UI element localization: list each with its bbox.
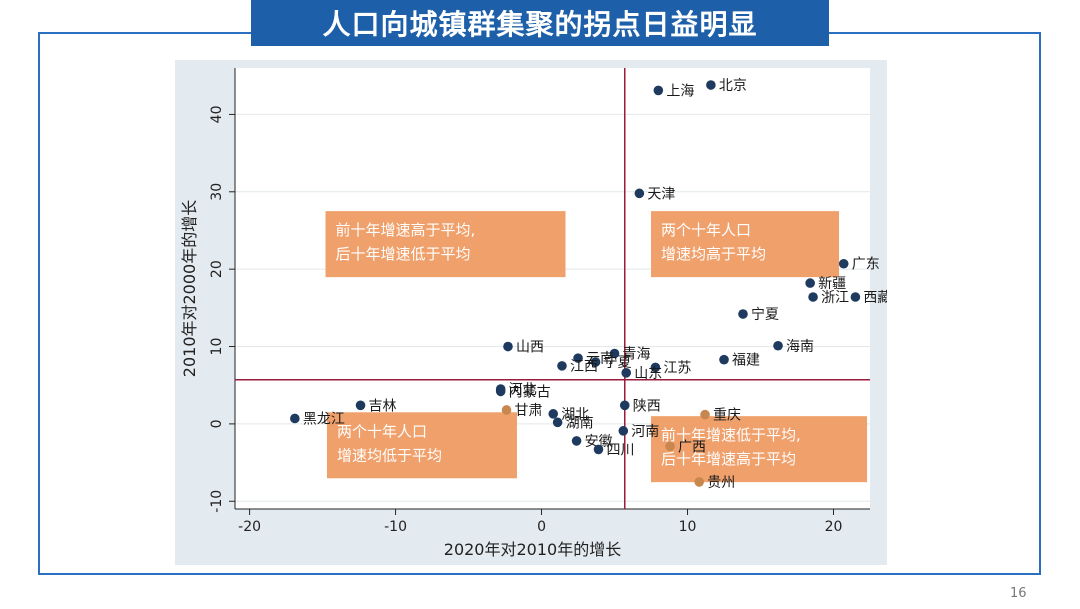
data-point-label: 重庆 <box>713 408 741 424</box>
data-point-label: 西藏 <box>863 290 887 306</box>
quadrant-annotation-text: 前十年增速高于平均, <box>336 221 476 239</box>
y-tick-label: 20 <box>209 260 225 278</box>
data-point-label: 新疆 <box>818 276 846 292</box>
x-tick-label: 0 <box>537 519 546 535</box>
data-point <box>552 417 563 428</box>
quadrant-annotation-text: 后十年增速低于平均 <box>336 245 471 263</box>
data-point <box>557 361 567 371</box>
slide-title: 人口向城镇群集聚的拐点日益明显 <box>251 0 829 46</box>
y-tick-label: -10 <box>209 490 225 513</box>
data-point-label: 广西 <box>678 439 706 455</box>
data-point-label: 广东 <box>852 257 880 273</box>
data-point <box>805 278 815 288</box>
data-point <box>773 340 783 351</box>
data-point <box>573 353 583 363</box>
quadrant-annotation-text: 前十年增速低于平均, <box>661 426 801 444</box>
data-point <box>571 436 582 446</box>
page-number: 16 <box>1010 586 1027 601</box>
data-point-label: 四川 <box>606 442 634 458</box>
data-point <box>738 309 748 319</box>
data-point-label: 天津 <box>647 186 675 202</box>
data-point <box>495 386 506 397</box>
data-point-label: 湖北 <box>561 407 589 423</box>
data-point-label: 北京 <box>719 78 747 94</box>
y-tick-label: 10 <box>209 338 225 356</box>
quadrant-annotation-box <box>325 211 566 278</box>
data-point <box>719 354 729 365</box>
quadrant-annotation-text: 增速均低于平均 <box>337 446 442 464</box>
quadrant-annotation-text: 两个十年人口 <box>337 422 427 440</box>
data-point <box>619 400 630 411</box>
scatter-chart: -20 -10 0 10 20 -10 0 10 20 30 40 2020年对2010年的增长 201… <box>175 60 887 565</box>
data-point <box>503 341 513 352</box>
data-point-label: 山西 <box>516 340 544 356</box>
data-point-label: 山东 <box>634 366 662 382</box>
data-point <box>653 85 664 96</box>
data-point-label: 江苏 <box>663 360 691 376</box>
quadrant-annotation-box <box>651 211 840 278</box>
data-point-label: 江西 <box>570 359 598 375</box>
x-tick-label: 10 <box>679 519 697 535</box>
data-point <box>548 409 559 419</box>
data-point <box>634 188 645 199</box>
data-point <box>650 362 661 373</box>
data-point <box>700 409 710 420</box>
x-axis-title: 2020年对2010年的增长 <box>444 540 621 559</box>
data-point-label: 黑龙江 <box>303 411 345 427</box>
data-point-label: 甘肃 <box>515 403 543 419</box>
data-point <box>838 258 849 269</box>
data-point-label: 上海 <box>666 83 694 99</box>
data-point <box>850 292 861 302</box>
data-point <box>808 292 818 302</box>
data-point-label: 湖南 <box>566 415 594 431</box>
quadrant-annotation-text: 增速均高于平均 <box>661 245 766 263</box>
quadrant-annotation-box <box>326 412 517 479</box>
data-point <box>355 400 366 411</box>
y-tick-label: 40 <box>209 106 225 124</box>
data-point <box>665 441 675 452</box>
data-point-label: 宁夏 <box>751 306 779 323</box>
data-point <box>501 405 512 415</box>
data-point-label: 河北 <box>509 382 537 398</box>
data-point-label: 福建 <box>732 353 760 369</box>
data-point <box>609 348 620 359</box>
data-point-label: 青海 <box>623 346 651 362</box>
x-tick-label: 20 <box>825 519 843 535</box>
data-point <box>590 357 601 367</box>
data-point <box>621 368 632 378</box>
data-point-label: 吉林 <box>369 398 397 414</box>
data-point-label: 海南 <box>786 339 814 355</box>
data-point <box>290 413 300 424</box>
data-point <box>618 426 629 436</box>
y-tick-label: 0 <box>209 419 225 428</box>
quadrant-annotation-box <box>651 416 868 483</box>
y-tick-label: 30 <box>209 183 225 201</box>
quadrant-annotation-text: 后十年增速高于平均 <box>661 450 796 468</box>
y-axis-title: 2010年对2000年的增长 <box>180 200 199 377</box>
data-point-label: 宁夏 <box>604 354 632 371</box>
data-point-label: 安徽 <box>585 434 613 450</box>
data-point-label: 浙江 <box>821 290 849 306</box>
data-point <box>593 444 604 455</box>
data-point-label: 贵州 <box>707 475 735 491</box>
data-point-label: 陕西 <box>633 398 661 414</box>
quadrant-annotation-text: 两个十年人口 <box>661 221 751 239</box>
x-tick-label: -10 <box>384 519 407 535</box>
x-tick-label: -20 <box>238 519 261 535</box>
data-point-label: 河南 <box>631 424 659 440</box>
data-point-label: 内蒙古 <box>509 384 551 400</box>
data-point <box>706 80 716 90</box>
data-point <box>694 477 705 487</box>
